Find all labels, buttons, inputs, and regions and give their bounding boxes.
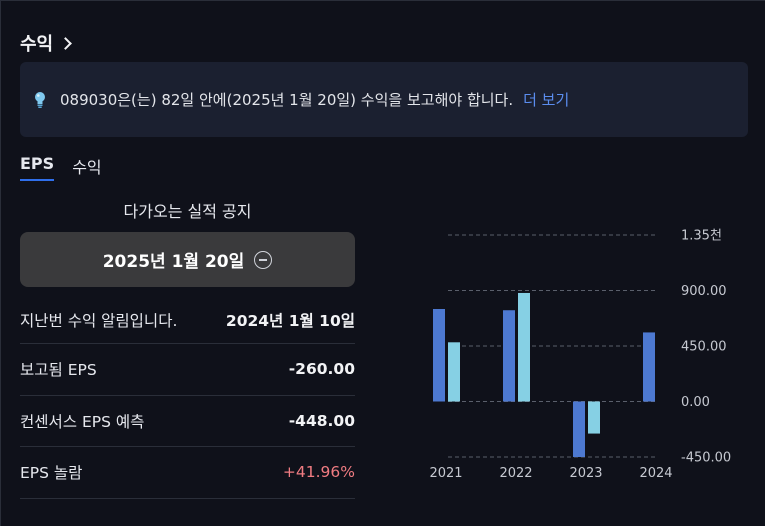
detail-value: 2024년 1월 10일	[225, 312, 355, 330]
more-link[interactable]: 더 보기	[523, 91, 570, 109]
bar[interactable]	[433, 309, 445, 402]
bar[interactable]	[573, 401, 585, 458]
chevron-right-icon	[59, 37, 72, 50]
bar[interactable]	[588, 401, 600, 434]
detail-label: EPS 놀람	[20, 464, 83, 483]
upcoming-date: 2025년 1월 20일	[102, 252, 245, 272]
detail-label: 보고됨 EPS	[20, 361, 97, 380]
lightbulb-icon	[34, 91, 46, 109]
detail-label: 지난번 수익 알림입니다.	[20, 312, 178, 330]
y-tick-label: 0.00	[681, 395, 710, 410]
detail-value: -260.00	[288, 360, 355, 379]
section-title-text: 수익	[20, 34, 54, 55]
minus-circle-icon[interactable]	[254, 250, 273, 269]
y-tick-label: 900.00	[681, 284, 727, 299]
upcoming-date-box: 2025년 1월 20일	[20, 232, 355, 287]
earnings-details: 지난번 수익 알림입니다. 2024년 1월 10일 보고됨 EPS -260.…	[20, 297, 355, 499]
bar[interactable]	[643, 332, 655, 402]
bar[interactable]	[503, 310, 515, 402]
detail-row-last-report: 지난번 수익 알림입니다. 2024년 1월 10일	[20, 297, 355, 344]
y-tick-label: -450.00	[681, 451, 731, 466]
x-tick-label: 2023	[569, 466, 602, 481]
detail-row-eps-surprise: EPS 놀람 +41.96%	[20, 447, 355, 499]
tab-revenue[interactable]: 수익	[72, 158, 102, 177]
earnings-notice-banner: 089030은(는) 82일 안에(2025년 1월 20일) 수익을 보고해야…	[20, 62, 748, 137]
y-tick-label: 1.35천	[681, 229, 722, 244]
y-tick-label: 450.00	[681, 340, 727, 355]
x-tick-label: 2022	[499, 466, 532, 481]
tab-eps[interactable]: EPS	[20, 154, 55, 181]
detail-row-consensus-eps: 컨센서스 EPS 예측 -448.00	[20, 396, 355, 447]
bar[interactable]	[448, 342, 460, 402]
metric-tabs: EPS 수익	[20, 154, 102, 181]
eps-bar-chart: 1.35천 900.00 450.00 0.00 -450.00 2021 2022 2023…	[429, 229, 731, 482]
upcoming-earnings-label: 다가오는 실적 공지	[123, 202, 252, 221]
detail-row-reported-eps: 보고됨 EPS -260.00	[20, 344, 355, 396]
x-tick-label: 2024	[639, 466, 672, 481]
x-tick-label: 2021	[429, 466, 462, 481]
bar[interactable]	[518, 292, 530, 402]
earnings-section-title[interactable]: 수익	[20, 30, 72, 56]
detail-value: -448.00	[288, 411, 355, 430]
notice-text: 089030은(는) 82일 안에(2025년 1월 20일) 수익을 보고해야…	[60, 91, 514, 109]
detail-value-positive: +41.96%	[282, 463, 355, 482]
detail-label: 컨센서스 EPS 예측	[20, 412, 145, 431]
